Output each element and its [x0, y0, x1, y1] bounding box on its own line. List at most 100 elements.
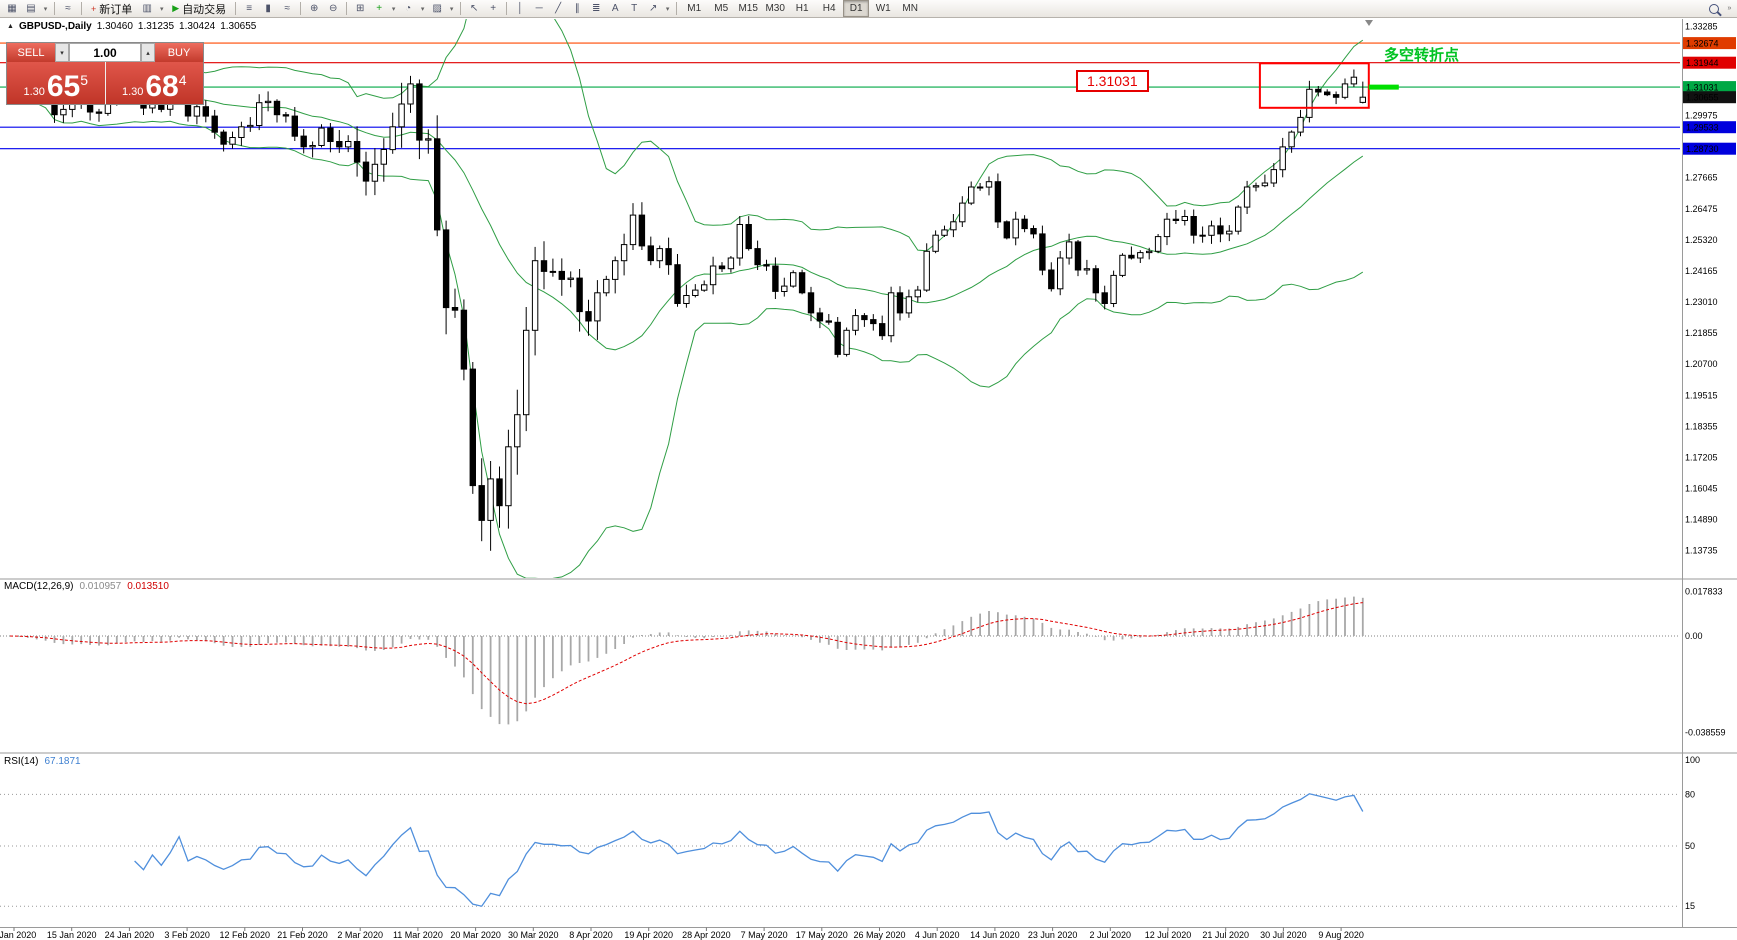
periods-dropdown[interactable]: ▾	[420, 5, 425, 13]
autotrading-button[interactable]: ▶ 自动交易	[167, 1, 231, 16]
templates-dropdown[interactable]: ▾	[449, 5, 454, 13]
indicators-icon[interactable]: +	[376, 3, 383, 14]
zoom-out-icon[interactable]: ⊖	[328, 3, 338, 14]
new-chart-icon[interactable]: ▦	[7, 3, 17, 14]
buy-button[interactable]: BUY	[155, 43, 203, 62]
date-label: 12 Feb 2020	[220, 930, 271, 940]
text-icon[interactable]: A	[611, 3, 619, 14]
date-label: 11 Mar 2020	[393, 930, 443, 940]
price-scale[interactable]	[1683, 19, 1737, 927]
rsi-scale-label: 100	[1685, 755, 1700, 765]
crosshair-icon[interactable]: +	[490, 3, 497, 14]
scale-flag-1.30655: 1.30655	[1686, 93, 1719, 103]
horizontal-line-icon[interactable]: ─	[535, 3, 543, 14]
profiles-icon[interactable]: ▤	[26, 3, 36, 14]
periods-icon[interactable]: ◔	[405, 3, 412, 14]
date-label: 23 Jun 2020	[1028, 930, 1078, 940]
trendline-icon[interactable]: ╱	[555, 3, 562, 14]
arrows-dropdown[interactable]: ▾	[665, 5, 670, 13]
buy-price-box[interactable]: 1.30 68 4	[105, 62, 203, 104]
date-label: 19 Apr 2020	[624, 930, 673, 940]
date-label: 21 Feb 2020	[277, 930, 328, 940]
buy-price-big: 68	[145, 70, 179, 103]
highlight-rectangle[interactable]	[1258, 62, 1370, 109]
scale-flag-1.31031: 1.31031	[1686, 83, 1719, 93]
time-scale[interactable]	[0, 928, 1680, 940]
sell-price-box[interactable]: 1.30 65 5	[7, 62, 105, 104]
toolbar-expand[interactable]: »	[1727, 5, 1732, 12]
candles-chart-icon[interactable]: ▮	[265, 3, 271, 14]
bb-lower	[9, 70, 1364, 578]
symbol-period-label: GBPUSD-,Daily	[18, 21, 92, 32]
buy-price-pip: 4	[178, 72, 187, 88]
timeframe-d1[interactable]: D1	[843, 0, 870, 17]
price-annotation-label[interactable]: 1.31031	[1076, 70, 1149, 92]
one-click-toggle-icon[interactable]: ▲	[7, 23, 14, 30]
volume-up-button[interactable]: ▴	[141, 43, 155, 62]
toolbar-separator	[54, 2, 55, 15]
new-order-button-icon: +	[91, 3, 97, 14]
date-label: 3 Feb 2020	[164, 930, 210, 940]
date-label: 20 Mar 2020	[450, 930, 501, 940]
line-chart-icon[interactable]: ≈	[284, 3, 290, 14]
date-label: 4 Jun 2020	[915, 930, 960, 940]
timeframe-mn[interactable]: MN	[902, 3, 918, 14]
volume-input[interactable]: 1.00	[69, 43, 141, 62]
vertical-line-icon[interactable]: │	[517, 3, 524, 14]
templates-icon[interactable]: ▨	[432, 3, 442, 14]
equidistant-channel-icon[interactable]: ∥	[574, 3, 580, 14]
tick-chart-icon[interactable]: ≈	[65, 3, 71, 14]
text-label-icon[interactable]: T	[631, 3, 638, 14]
chart-windows-icon[interactable]: ▥	[142, 3, 152, 14]
sell-price-big: 65	[46, 70, 81, 103]
rsi-name: RSI(14)	[4, 756, 39, 767]
date-label: 7 May 2020	[741, 930, 788, 940]
scale-label: 1.19515	[1685, 391, 1718, 401]
ohlc-low: 1.30424	[179, 21, 216, 32]
timeframe-h1[interactable]: H1	[795, 3, 809, 14]
scale-label: 1.23010	[1685, 297, 1718, 307]
timeframe-w1[interactable]: W1	[875, 3, 891, 14]
timeframe-m15[interactable]: M15	[738, 3, 758, 14]
time-axis: 6 Jan 2020 15 Jan 2020 24 Jan 2020 3 Feb 20…	[0, 927, 1364, 940]
date-label: 28 Apr 2020	[682, 930, 731, 940]
timeframe-m5[interactable]: M5	[714, 3, 729, 14]
scale-label: 1.17205	[1685, 452, 1718, 462]
macd-signal-line	[9, 602, 1363, 705]
scale-flag-1.28730: 1.28730	[1686, 144, 1719, 154]
scale-flag-1.31944: 1.31944	[1686, 58, 1719, 68]
fibonacci-icon[interactable]: ≣	[591, 3, 601, 14]
timeframe-h4[interactable]: H4	[822, 3, 836, 14]
macd-histogram	[17, 596, 1364, 725]
date-label: 26 May 2020	[853, 930, 905, 940]
chart-shift-marker[interactable]	[1365, 20, 1373, 26]
turning-point-note[interactable]: 多空转折点	[1384, 47, 1460, 64]
new-order-button[interactable]: + 新订单	[86, 1, 137, 16]
toolbar-separator	[676, 2, 678, 15]
tile-windows-icon[interactable]: ⊞	[355, 3, 365, 14]
bars-chart-icon[interactable]: ≡	[246, 3, 253, 14]
sell-button[interactable]: SELL	[7, 43, 55, 62]
arrows-icon[interactable]: ↗	[648, 3, 658, 14]
search-icon[interactable]	[1705, 1, 1723, 16]
rsi-header: RSI(14) 67.1871	[4, 756, 81, 767]
new-order-button-label: 新订单	[99, 3, 133, 16]
chart-windows-dropdown[interactable]: ▾	[160, 5, 164, 13]
scale-label: 1.27665	[1685, 172, 1718, 182]
zoom-in-icon[interactable]: ⊕	[309, 3, 319, 14]
chart-title: ▲ GBPUSD-,Daily 1.30460 1.31235 1.30424 …	[7, 21, 256, 32]
profiles-dropdown[interactable]: ▾	[43, 5, 48, 13]
date-label: 12 Jul 2020	[1145, 930, 1192, 940]
timeframe-m30[interactable]: M30	[765, 3, 785, 14]
scale-label: 1.14890	[1685, 514, 1718, 524]
macd-scale-label: -0.038559	[1685, 727, 1726, 737]
volume-down-button[interactable]: ▾	[55, 43, 69, 62]
timeframe-m1[interactable]: M1	[687, 3, 702, 14]
scale-label: 1.26475	[1685, 204, 1718, 214]
indicators-dropdown[interactable]: ▾	[391, 5, 396, 13]
toolbar: ▦ ▤ ▾ ≈ + 新订单 ▥ ▾ ▶ 自动交易 ≡ ▮ ≈ ⊕ ⊖ ⊞ + ▾ ◔ ▾ ▨ ▾ ↖ + │ ─ ╱ ∥ ≣ A T ↗ ▾ M1…	[0, 0, 1737, 18]
scale-label: 1.20700	[1685, 359, 1718, 369]
cursor-icon[interactable]: ↖	[469, 3, 479, 14]
sell-price-pip: 5	[80, 72, 89, 88]
sell-price-prefix: 1.30	[23, 86, 45, 98]
